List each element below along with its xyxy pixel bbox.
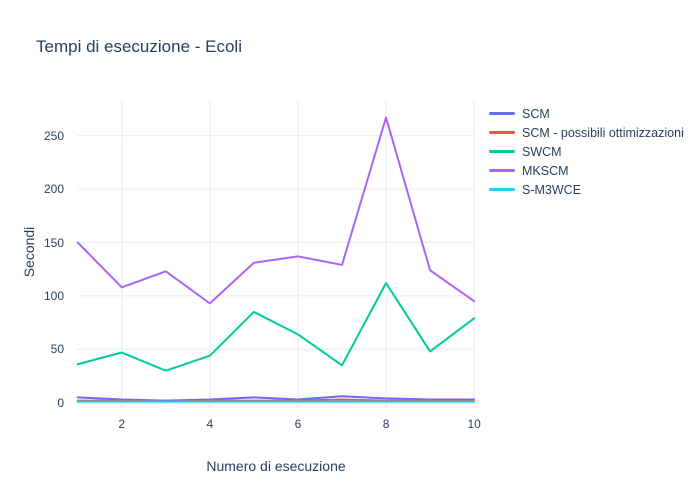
- x-tick-label: 2: [118, 417, 126, 431]
- series-line-mkscm: [76, 116, 476, 305]
- legend-label: MKSCM: [522, 163, 569, 178]
- y-tick-label: 250: [43, 128, 64, 143]
- chart-title: Tempi di esecuzione - Ecoli: [36, 37, 242, 56]
- y-tick-label: 50: [50, 342, 64, 357]
- legend-line-swatch: [489, 131, 515, 134]
- x-tick-label: 4: [206, 417, 214, 431]
- x-tick-label: 10: [467, 417, 481, 431]
- legend-item-scm[interactable]: SCM: [489, 104, 684, 123]
- series-line-swcm: [76, 282, 476, 372]
- y-tick-label: 150: [43, 235, 64, 250]
- y-tick-label: 0: [57, 395, 64, 410]
- y-tick-label: 200: [43, 182, 64, 197]
- legend-line-swatch: [489, 188, 515, 191]
- legend-item-s-m3wce[interactable]: S-M3WCE: [489, 180, 684, 199]
- series-line-scm: [76, 395, 476, 402]
- legend-item-swcm[interactable]: SWCM: [489, 142, 684, 161]
- legend-label: SCM: [522, 106, 550, 121]
- y-axis-title: Secondi: [21, 226, 37, 278]
- legend-line-swatch: [489, 169, 515, 172]
- legend-label: S-M3WCE: [522, 182, 582, 197]
- legend-label: SWCM: [522, 144, 562, 159]
- legend-line-swatch: [489, 112, 515, 115]
- x-tick-label: 6: [294, 417, 302, 431]
- x-axis-title: Numero di esecuzione: [206, 458, 346, 474]
- legend-item-scm-possibili-ottimizzazioni[interactable]: SCM - possibili ottimizzazioni: [489, 123, 684, 142]
- legend-item-mkscm[interactable]: MKSCM: [489, 161, 684, 180]
- legend-label: SCM - possibili ottimizzazioni: [522, 125, 684, 140]
- y-tick-label: 100: [43, 288, 64, 303]
- legend: SCM SCM - possibili ottimizzazioni SWCM MKS…: [489, 104, 684, 199]
- x-tick-label: 8: [382, 417, 390, 431]
- legend-line-swatch: [489, 150, 515, 153]
